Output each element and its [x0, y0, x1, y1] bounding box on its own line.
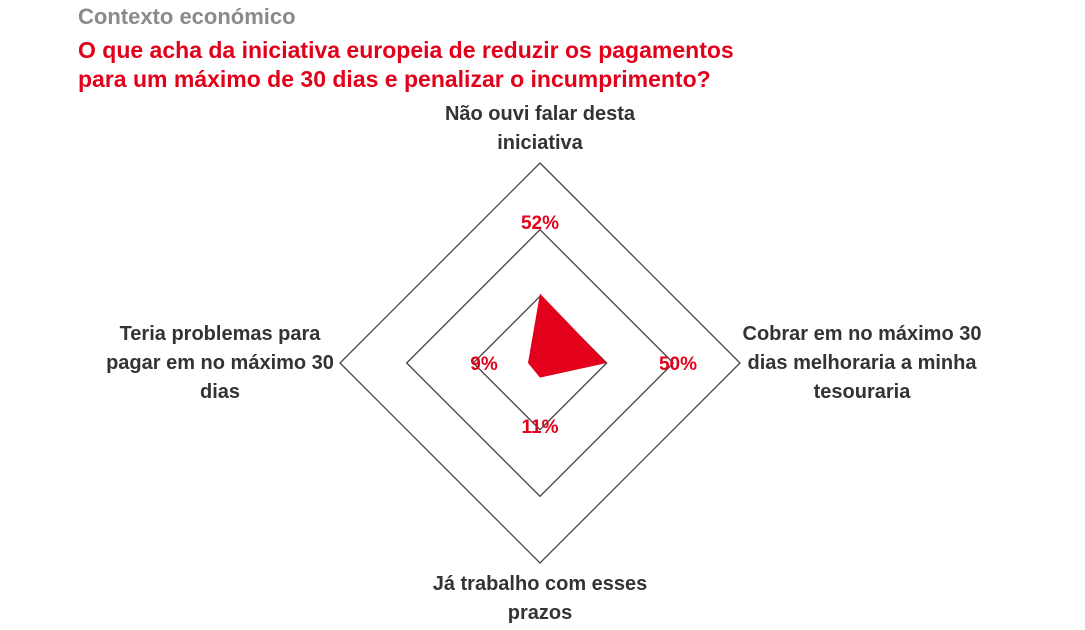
chart-kicker: Contexto económico: [78, 4, 296, 29]
chart-title-line-2: para um máximo de 30 dias e penalizar o …: [78, 66, 711, 92]
value-label-4: 9%: [470, 354, 498, 375]
category-label-4: Teria problemas para pagar em no máximo 3…: [106, 323, 334, 403]
value-label-2: 50%: [659, 354, 697, 375]
category-label-3-line-1: Já trabalho com esses: [433, 573, 648, 595]
value-labels: 52% 50% 11% 9%: [470, 213, 697, 438]
category-label-3-line-2: prazos: [508, 602, 572, 624]
chart-title-line-1: O que acha da iniciativa europeia de red…: [78, 37, 734, 63]
category-label-2-line-2: dias melhoraria a minha: [748, 352, 978, 374]
category-label-2-line-3: tesouraria: [814, 381, 912, 403]
chart-title: O que acha da iniciativa europeia de red…: [78, 36, 798, 94]
category-label-2: Cobrar em no máximo 30 dias melhoraria a …: [743, 323, 982, 403]
category-label-1-line-2: iniciativa: [497, 132, 583, 154]
category-label-4-line-1: Teria problemas para: [120, 323, 322, 345]
category-label-2-line-1: Cobrar em no máximo 30: [743, 323, 982, 345]
radar-data-area: [528, 293, 607, 378]
category-label-3: Já trabalho com esses prazos: [433, 573, 648, 624]
category-label-1: Não ouvi falar desta iniciativa: [445, 103, 636, 154]
category-label-1-line-1: Não ouvi falar desta: [445, 103, 636, 125]
radar-ring-2: [405, 228, 675, 498]
category-labels: Não ouvi falar desta iniciativa Cobrar em …: [106, 103, 981, 624]
radar-ring-3: [339, 162, 741, 564]
value-label-1: 52%: [521, 213, 559, 234]
category-label-4-line-3: dias: [200, 381, 240, 403]
value-label-3: 11%: [522, 417, 559, 438]
category-label-4-line-2: pagar em no máximo 30: [106, 352, 334, 374]
